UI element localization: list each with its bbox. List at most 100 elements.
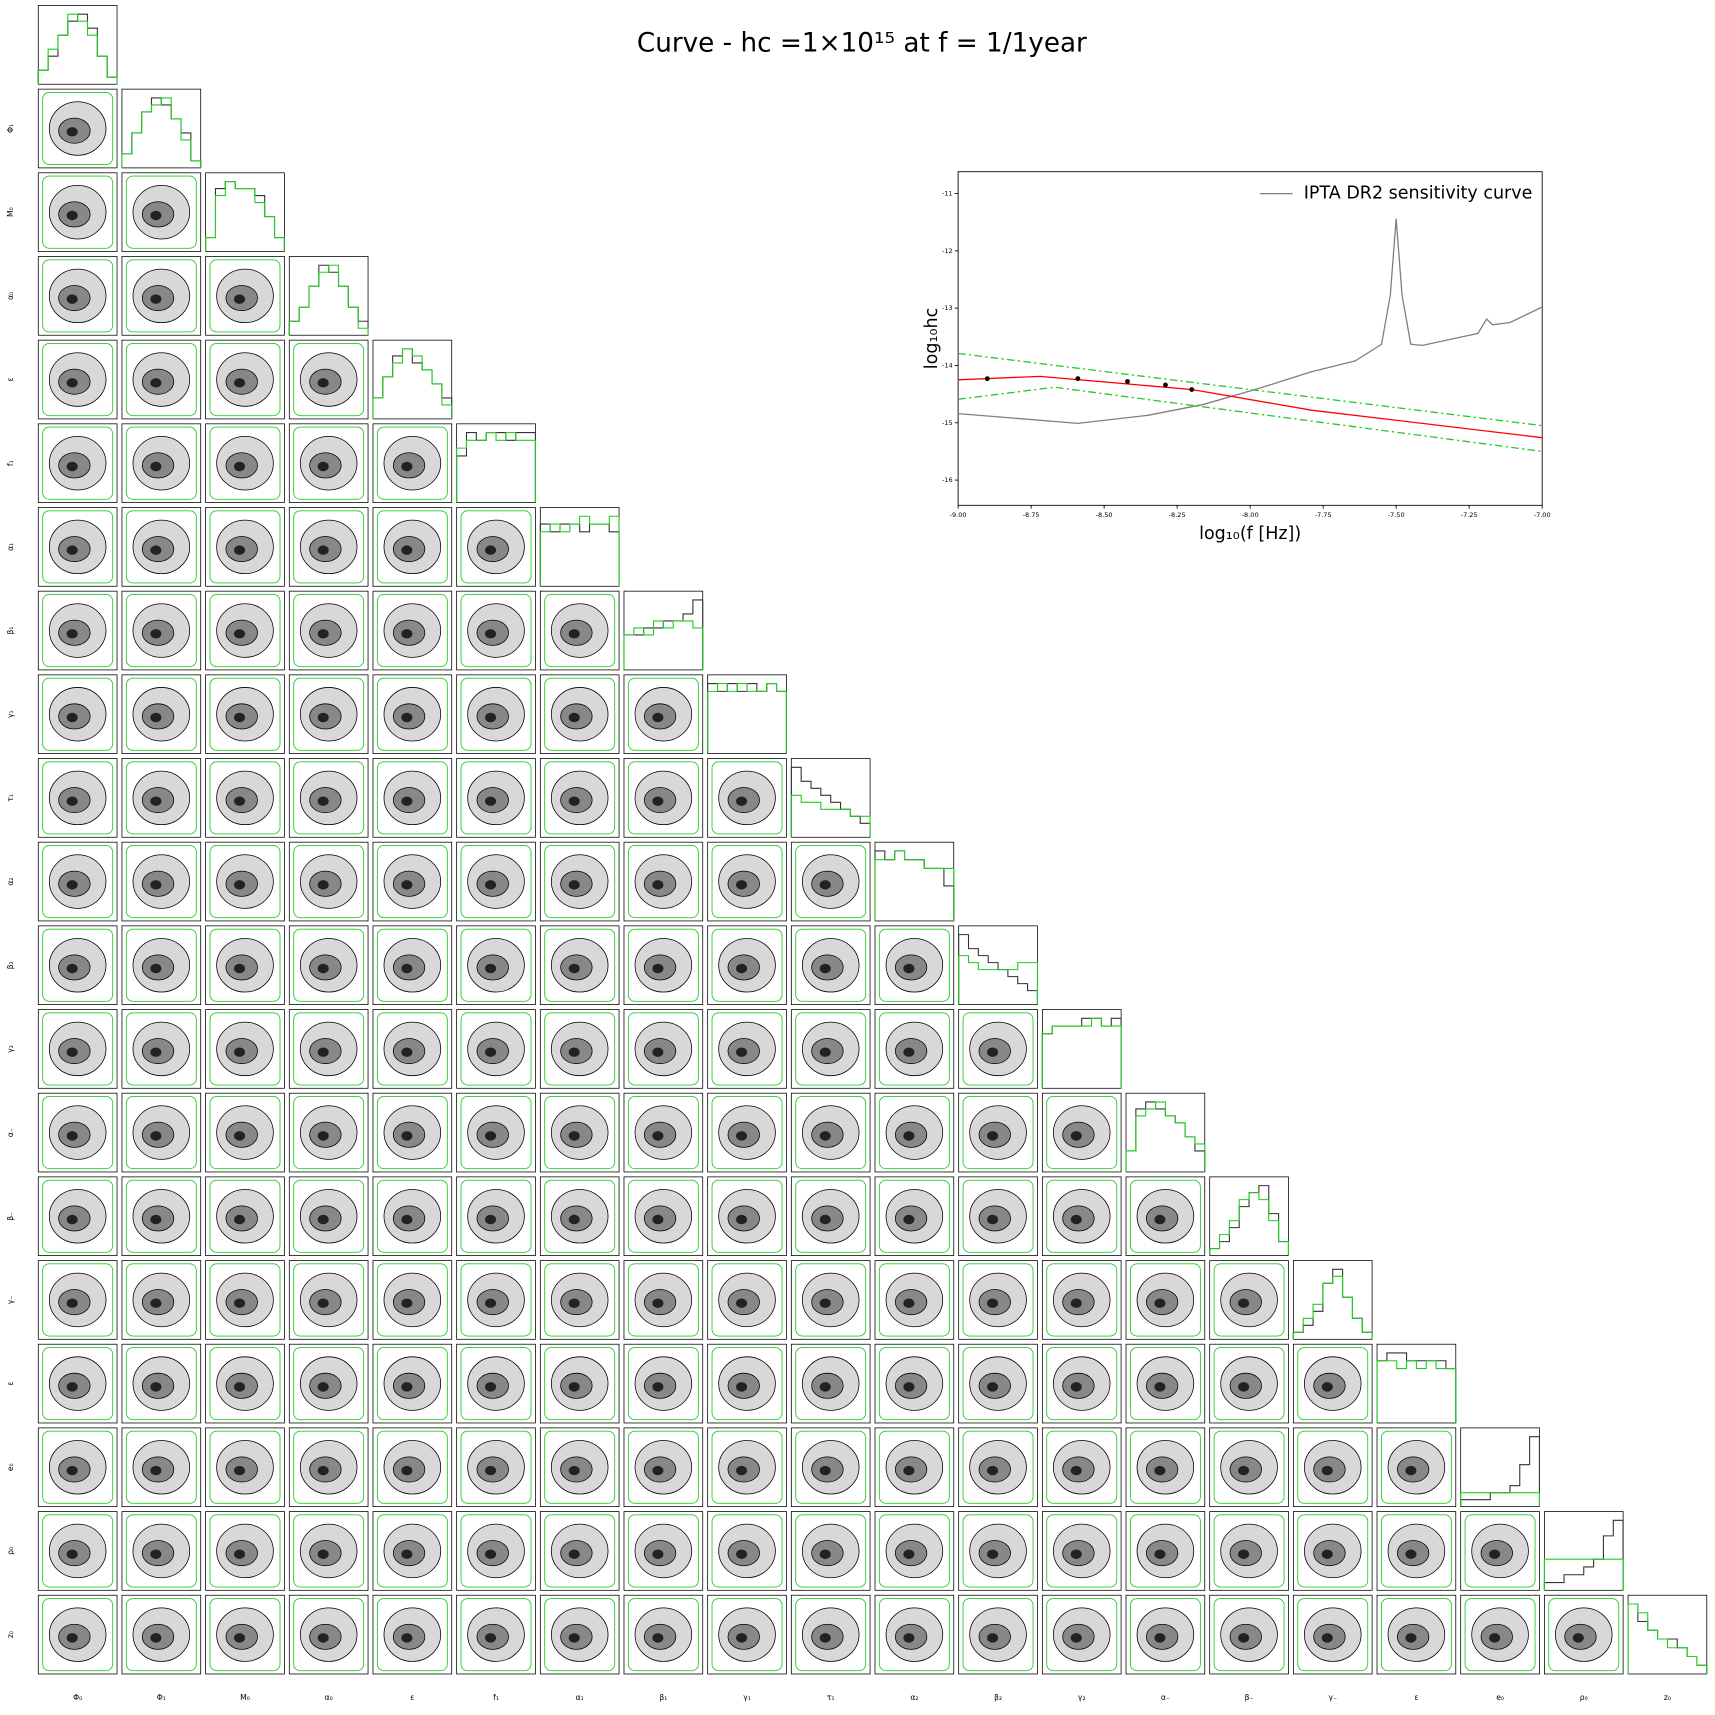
- contour-core: [401, 629, 413, 639]
- contour-outer: [125, 1263, 197, 1337]
- panel: [874, 1343, 955, 1424]
- contour-outer: [42, 594, 114, 668]
- panel: [1041, 1176, 1122, 1257]
- contour-core: [317, 1214, 329, 1225]
- contour-core: [234, 1214, 246, 1225]
- contour-core: [568, 1465, 580, 1476]
- panel: [121, 1009, 202, 1089]
- contour-outer: [795, 1598, 867, 1672]
- panel: [707, 758, 787, 838]
- panel: [37, 507, 118, 587]
- y-param-label: γ₂: [6, 1045, 15, 1053]
- panel: [456, 1343, 536, 1424]
- panel: [121, 1260, 202, 1340]
- panel: [205, 1427, 285, 1508]
- contour-outer: [42, 1012, 114, 1086]
- contour-core: [485, 1214, 497, 1225]
- contour-core: [485, 1298, 497, 1308]
- panel: [456, 758, 536, 838]
- contour-outer: [293, 1347, 365, 1421]
- contour-outer: [125, 175, 197, 249]
- contour-outer: [42, 343, 114, 417]
- contour-outer: [795, 928, 867, 1002]
- x-param-label: β₋: [1245, 1693, 1254, 1702]
- figure-title: Curve - hc =1×10¹⁵ at f = 1/1year: [637, 28, 1087, 58]
- panel: [790, 1260, 871, 1340]
- contour-outer: [42, 928, 114, 1002]
- panel: [372, 339, 453, 420]
- contour-core: [819, 1214, 831, 1225]
- contour-core: [485, 629, 497, 639]
- x-param-label: α₂: [910, 1693, 918, 1702]
- contour-core: [317, 1549, 329, 1559]
- contour-core: [652, 1465, 664, 1476]
- panel: [372, 841, 453, 922]
- contour-core: [1572, 1633, 1584, 1643]
- contour-outer: [1297, 1598, 1369, 1672]
- x-param-label: ε: [1414, 1693, 1418, 1702]
- panel: [1292, 1594, 1373, 1675]
- plot-area: [957, 171, 1543, 506]
- panel: [37, 841, 118, 922]
- contour-core: [317, 378, 329, 388]
- contour-outer: [795, 1012, 867, 1086]
- panel: [1041, 1343, 1122, 1424]
- panel: [205, 1511, 285, 1591]
- panel: [874, 1594, 955, 1675]
- panel: [874, 1427, 955, 1508]
- panel: [372, 1009, 453, 1089]
- contour-outer: [1213, 1347, 1285, 1421]
- contour-outer: [125, 928, 197, 1002]
- contour-core: [1154, 1549, 1166, 1559]
- panel: [623, 1009, 704, 1089]
- y-param-label: α₋: [6, 1128, 15, 1137]
- panel: [958, 1009, 1038, 1089]
- contour-outer: [42, 91, 114, 166]
- contour-outer: [878, 1347, 950, 1421]
- contour-outer: [209, 1514, 281, 1588]
- x-param-label: f₁: [493, 1693, 499, 1702]
- panel: [623, 1427, 704, 1508]
- histogram: [205, 181, 285, 252]
- contour-core: [1321, 1465, 1333, 1476]
- panel: [37, 1343, 118, 1424]
- panel-frame: [1460, 1427, 1540, 1508]
- contour-core: [234, 1549, 246, 1559]
- panel: [121, 841, 202, 922]
- contour-outer: [42, 1096, 114, 1170]
- panel: [1041, 1009, 1122, 1089]
- contour-core: [1405, 1549, 1417, 1559]
- panel: [372, 1092, 453, 1173]
- contour-outer: [42, 677, 114, 751]
- contour-outer: [376, 845, 448, 919]
- contour-outer: [125, 1514, 197, 1588]
- panel: [37, 1260, 118, 1340]
- contour-core: [401, 1214, 413, 1225]
- contour-core: [652, 1633, 664, 1643]
- contour-outer: [962, 1012, 1034, 1086]
- x-axis-label: log₁₀(f [Hz]): [1199, 524, 1301, 544]
- panel: [539, 674, 620, 754]
- contour-outer: [962, 1263, 1034, 1337]
- contour-core: [66, 1465, 78, 1476]
- contour-outer: [627, 1096, 699, 1170]
- panel: [121, 339, 202, 420]
- contour-core: [66, 1382, 78, 1392]
- panel: [539, 1511, 620, 1591]
- contour-core: [150, 1633, 162, 1643]
- panel: [1292, 1260, 1373, 1340]
- contour-outer: [627, 928, 699, 1002]
- contour-outer: [627, 1179, 699, 1253]
- contour-core: [568, 963, 580, 974]
- contour-core: [1154, 1298, 1166, 1308]
- contour-core: [568, 796, 580, 806]
- contour-outer: [293, 845, 365, 919]
- x-tick-label: -7.50: [1388, 511, 1405, 519]
- contour-core: [736, 1633, 748, 1643]
- panel: [288, 423, 369, 503]
- panel: [1125, 1343, 1206, 1424]
- contour-core: [1070, 1382, 1082, 1392]
- panel: [958, 1260, 1038, 1340]
- panel: [958, 1511, 1038, 1591]
- contour-outer: [293, 1179, 365, 1253]
